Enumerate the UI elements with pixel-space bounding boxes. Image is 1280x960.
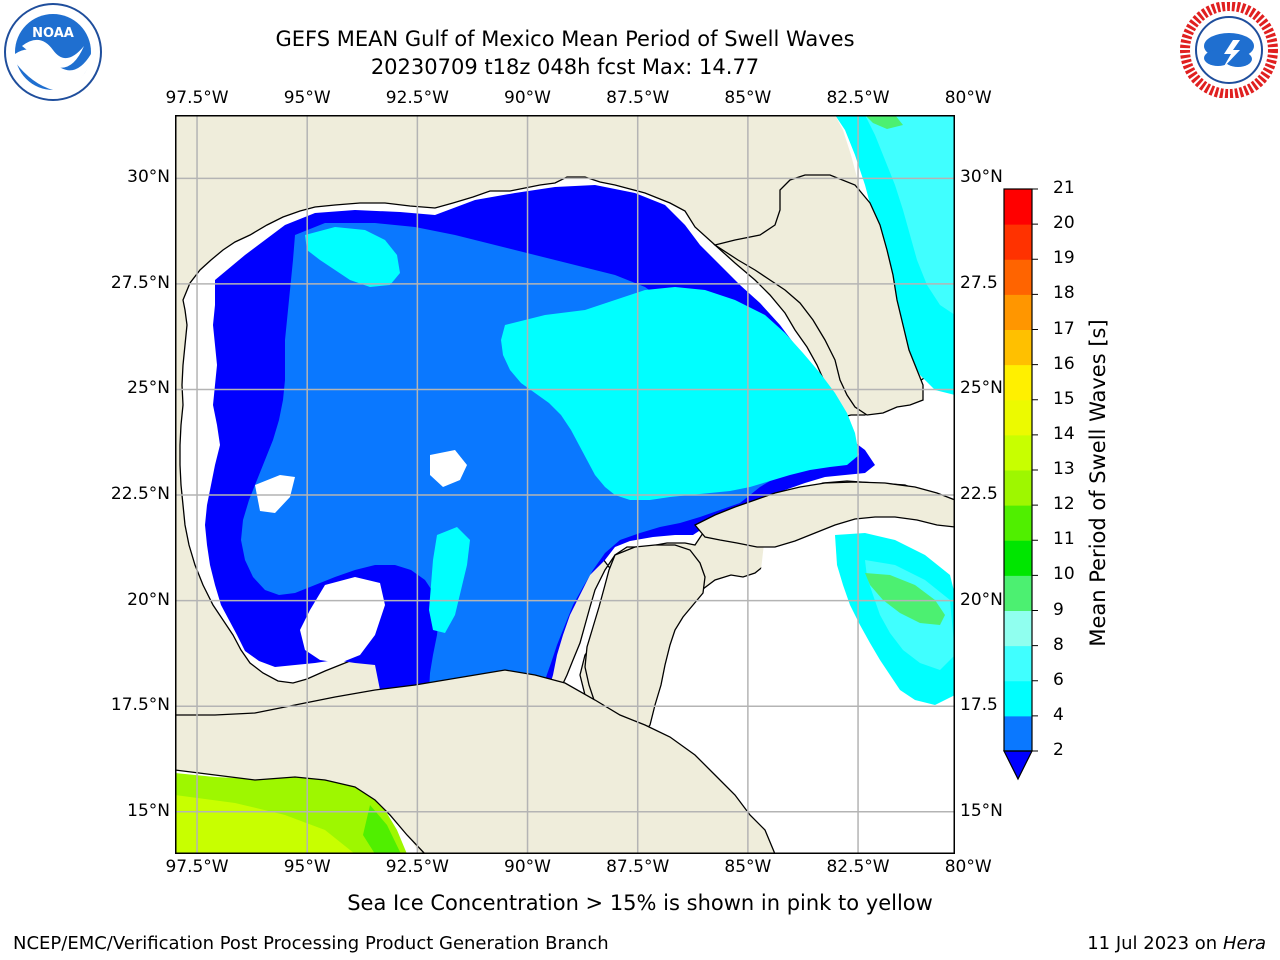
graticule	[175, 115, 955, 854]
lat-label-right: 22.5	[960, 484, 998, 505]
lon-label-bottom: 90°W	[504, 857, 551, 877]
colorbar	[1003, 188, 1038, 781]
gap-central	[430, 450, 467, 487]
colorbar-label: 13	[1053, 459, 1075, 479]
colorbar-segment	[1004, 294, 1032, 330]
lat-label-right: 15°N	[960, 800, 1003, 821]
colorbar-segment	[1004, 575, 1032, 611]
chart-subtitle: 20230709 t18z 048h fcst Max: 14.77	[370, 55, 760, 79]
lon-label-bottom: 95°W	[283, 857, 331, 877]
colorbar-label: 17	[1053, 318, 1075, 339]
lon-label-top: 85°W	[724, 88, 772, 108]
colorbar-label: 8	[1053, 634, 1064, 655]
band-6s-nw	[305, 227, 400, 287]
land-masses	[175, 174, 955, 854]
colorbar-segment	[1004, 505, 1032, 541]
lat-label-right: 17.5	[960, 695, 998, 716]
lon-label-top: 95°W	[283, 88, 331, 108]
nws-logo	[1180, 2, 1278, 98]
lon-label-top: 80°W	[944, 88, 992, 108]
machine-name: Hera	[1222, 933, 1266, 954]
colorbar-segment	[1004, 645, 1032, 682]
colorbar-label: 14	[1053, 423, 1075, 444]
band-6s	[501, 287, 859, 500]
colorbar-label: 2	[1053, 740, 1064, 760]
lat-label-left: 17.5°N	[110, 695, 170, 716]
cuba-land	[693, 481, 955, 548]
lon-label-top: 92.5°W	[385, 88, 449, 108]
lon-label-bottom: 92.5°W	[385, 857, 449, 877]
band-14s-pac	[175, 795, 355, 854]
lat-label-left: 25°N	[127, 378, 170, 399]
lat-label-left: 22.5°N	[110, 484, 170, 505]
lon-label-top: 97.5°W	[165, 88, 229, 108]
colorbar-segment	[1004, 224, 1032, 260]
map-frame	[175, 115, 955, 854]
colorbar-segment	[1004, 329, 1032, 366]
yucatan-land	[584, 544, 706, 741]
colorbar-segment	[1004, 715, 1032, 752]
colorbar-label: 18	[1053, 283, 1075, 304]
swell-field	[175, 115, 955, 854]
central-america-land	[175, 669, 776, 854]
map-panel	[175, 115, 955, 854]
colorbar-segment	[1004, 259, 1032, 295]
lat-label-left: 20°N	[127, 589, 170, 610]
band-12s-pac	[363, 805, 401, 854]
lon-label-top: 82.5°W	[826, 88, 890, 108]
lat-label-right: 27.5	[960, 272, 998, 293]
lon-label-bottom: 97.5°W	[165, 857, 229, 877]
lon-label-bottom: 80°W	[944, 857, 992, 877]
colorbar-label: 19	[1053, 248, 1075, 269]
lat-label-right: 30°N	[960, 167, 1003, 188]
colorbar-segment	[1004, 189, 1032, 225]
lat-label-right: 25°N	[960, 378, 1003, 399]
lon-label-bottom: 85°W	[724, 857, 772, 877]
colorbar-label: 4	[1053, 704, 1064, 725]
colorbar-label: 12	[1053, 494, 1075, 515]
colorbar-segment	[1004, 470, 1032, 506]
lon-label-bottom: 82.5°W	[826, 857, 890, 877]
date-text: 11 Jul 2023 on Hera	[1087, 933, 1266, 954]
sea-ice-note: Sea Ice Concentration > 15% is shown in …	[347, 891, 933, 915]
lon-label-bottom: 87.5°W	[606, 857, 670, 877]
lat-label-right: 20°N	[960, 589, 1003, 610]
band-6s-sw	[429, 527, 470, 633]
band-8s-atl	[865, 115, 955, 315]
lat-label-left: 15°N	[127, 800, 170, 821]
colorbar-segment	[1004, 680, 1032, 717]
date-prefix: 11 Jul 2023 on	[1087, 933, 1223, 954]
lat-label-left: 27.5°N	[110, 272, 170, 293]
lon-label-top: 90°W	[504, 88, 551, 108]
colorbar-label: 16	[1053, 353, 1075, 374]
colorbar-label: 11	[1053, 529, 1075, 550]
lon-label-top: 87.5°W	[606, 88, 670, 108]
colorbar-label: 15	[1053, 388, 1075, 409]
florida-land	[713, 174, 924, 416]
noaa-logo: NOAA	[4, 3, 102, 101]
band-9s-car	[865, 573, 945, 625]
lat-label-left: 30°N	[127, 167, 170, 188]
colorbar-title: Mean Period of Swell Waves [s]	[1086, 319, 1110, 647]
colorbar-label: 20	[1053, 213, 1075, 234]
chart-title: GEFS MEAN Gulf of Mexico Mean Period of …	[275, 27, 855, 51]
colorbar-label: 10	[1053, 564, 1075, 585]
colorbar-extend-triangle	[1003, 750, 1033, 781]
credit-text: NCEP/EMC/Verification Post Processing Pr…	[13, 933, 609, 954]
colorbar-segment	[1004, 540, 1032, 576]
colorbar-segment	[1004, 399, 1032, 436]
gap-west	[255, 475, 295, 513]
noaa-logo-text: NOAA	[32, 26, 74, 41]
colorbar-segment	[1004, 434, 1032, 471]
colorbar-label: 6	[1053, 669, 1064, 690]
colorbar-label: 9	[1053, 599, 1064, 620]
colorbar-segment	[1004, 610, 1032, 647]
gap-bay	[300, 577, 385, 663]
colorbar-label: 21	[1053, 178, 1075, 198]
band-9s-atl	[865, 115, 903, 129]
colorbar-segment	[1004, 364, 1032, 401]
